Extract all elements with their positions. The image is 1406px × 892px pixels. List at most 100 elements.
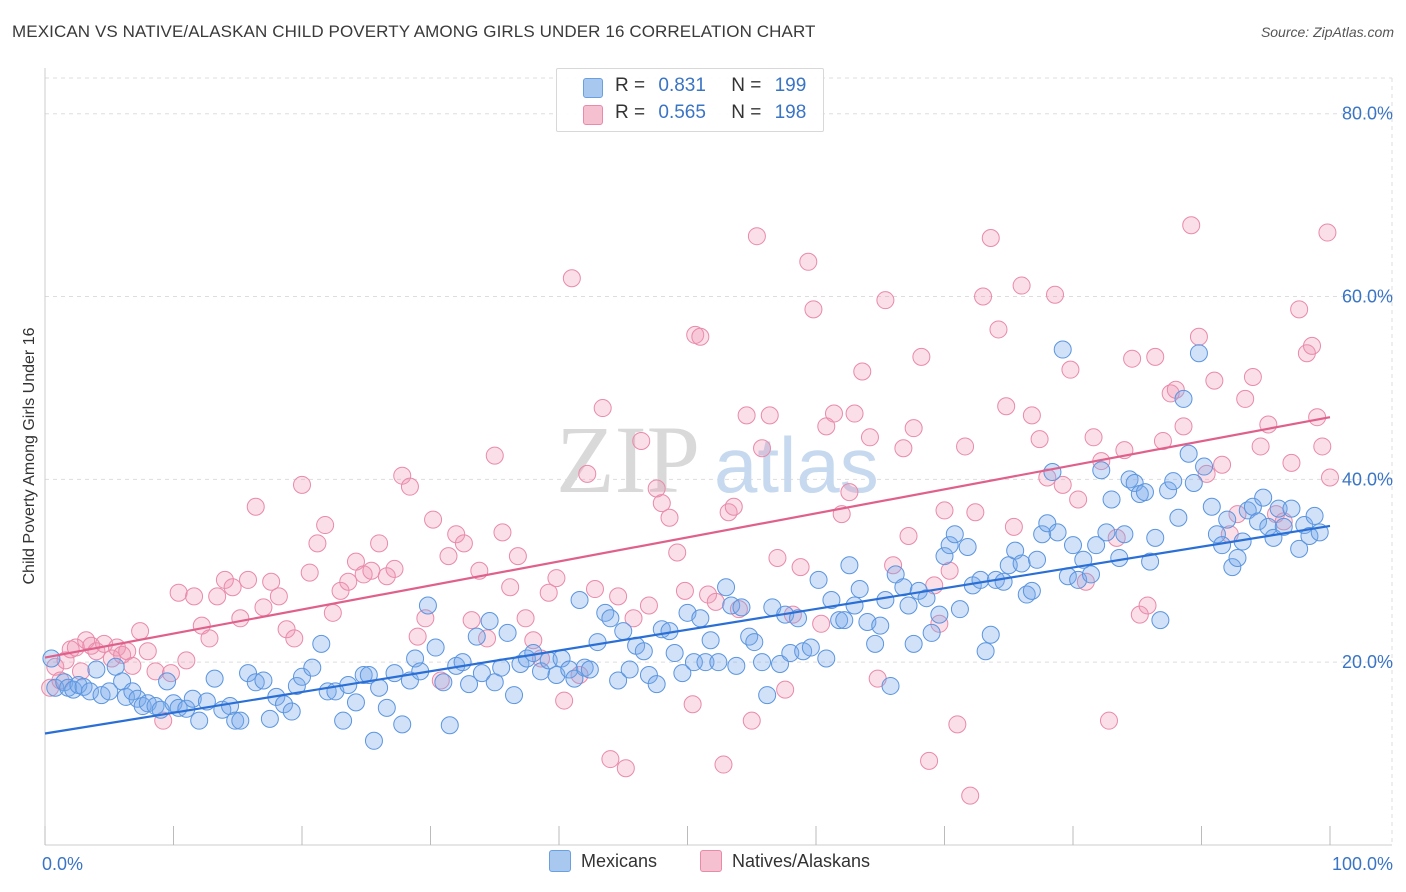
legend-n-value: 198 [774,102,807,123]
natives-point [675,581,694,600]
mexicans-point [871,616,890,635]
natives-point [578,464,597,483]
natives-point [138,642,157,661]
natives-point [956,437,975,456]
natives-point [737,406,756,425]
mexicans-point [460,675,479,694]
natives-point [285,629,304,648]
mexicans-point [1038,514,1057,533]
natives-point [601,750,620,769]
natives-point [185,587,204,606]
natives-point [1290,300,1309,319]
mexicans-point [673,664,692,683]
mexicans-point [346,693,365,712]
natives-point [454,534,473,553]
mexicans-point [570,591,589,610]
natives-point [231,609,250,628]
natives-point [1138,596,1157,615]
natives-point [899,527,918,546]
y-tick-label: 40.0% [1342,469,1393,489]
natives-point [161,664,180,683]
mexicans-point [950,600,969,619]
natives-point [1303,336,1322,355]
mexicans-point [634,642,653,661]
natives-point [169,583,188,602]
y-tick-label: 80.0% [1342,104,1393,124]
mexicans-point [917,589,936,608]
mexicans-point [935,547,954,566]
mexicans-point [293,667,311,686]
natives-point [1053,475,1072,494]
mexicans-point [701,631,720,650]
natives-point [930,614,949,633]
natives-point [71,662,90,681]
legend: R = 0.831 N = 199 R = 0.565 N = 198 [556,68,824,132]
natives-point [768,548,787,567]
mexicans-point [789,609,808,628]
mexicans-point [1223,558,1242,577]
natives-point [624,609,643,628]
mexicans-point [1022,581,1041,600]
mexicans-point [1081,565,1100,584]
natives-point [370,534,389,553]
mexicans-point [312,634,331,653]
natives-point [1189,327,1208,346]
natives-point [747,227,766,246]
mexicans-point [1146,528,1165,547]
mexicans-point [1218,510,1237,529]
natives-point [431,671,450,690]
mexicans-point [46,678,65,697]
natives-point [683,695,702,714]
natives-point [1313,437,1332,456]
natives-point [462,611,481,630]
natives-point [961,786,980,805]
natives-point [562,269,581,288]
axes [44,68,1392,846]
legend-r-label: R = [615,75,646,96]
natives-point [555,691,574,710]
legend-n-label: N = [731,75,762,96]
natives-point [812,614,831,633]
natives-point [269,587,288,606]
natives-point [1069,490,1088,509]
mexicans-point [87,660,106,679]
natives-point [585,580,604,599]
mexicans-point [359,665,378,684]
natives-point [424,510,443,529]
natives-point [223,578,242,597]
natives-point [647,479,666,498]
natives-point [776,680,795,699]
mexicans-point [981,625,1000,644]
mexicans-point [254,671,273,690]
natives-point [1197,464,1216,483]
y-tick-label: 20.0% [1342,652,1393,672]
mexicans-point [1092,461,1111,480]
natives-point [1205,371,1224,390]
natives-point [102,649,121,668]
natives-point [639,596,658,615]
mexicans-point [850,580,869,599]
mexicans-point [1207,525,1226,544]
natives-point [123,656,142,675]
mexicans-point [80,682,99,701]
mexicans-point [727,656,746,675]
mexicans-point [1202,497,1221,516]
mexicans-point [1169,508,1188,527]
mexicans-point [100,682,119,701]
natives-point [609,587,628,606]
natives-point [254,598,273,617]
mexicans-point [560,660,579,679]
natives-point [660,508,679,527]
mexicans-point [881,676,900,695]
natives-point [493,523,512,542]
mexicans-point [1195,457,1214,476]
mexicans-point [1300,527,1319,546]
mexicans-point [665,644,684,663]
natives-point [876,291,895,310]
mexicans-point [876,591,895,610]
natives-point [719,503,738,522]
natives-point [981,229,1000,248]
natives-point [1012,276,1031,295]
mexicans-point [620,660,639,679]
